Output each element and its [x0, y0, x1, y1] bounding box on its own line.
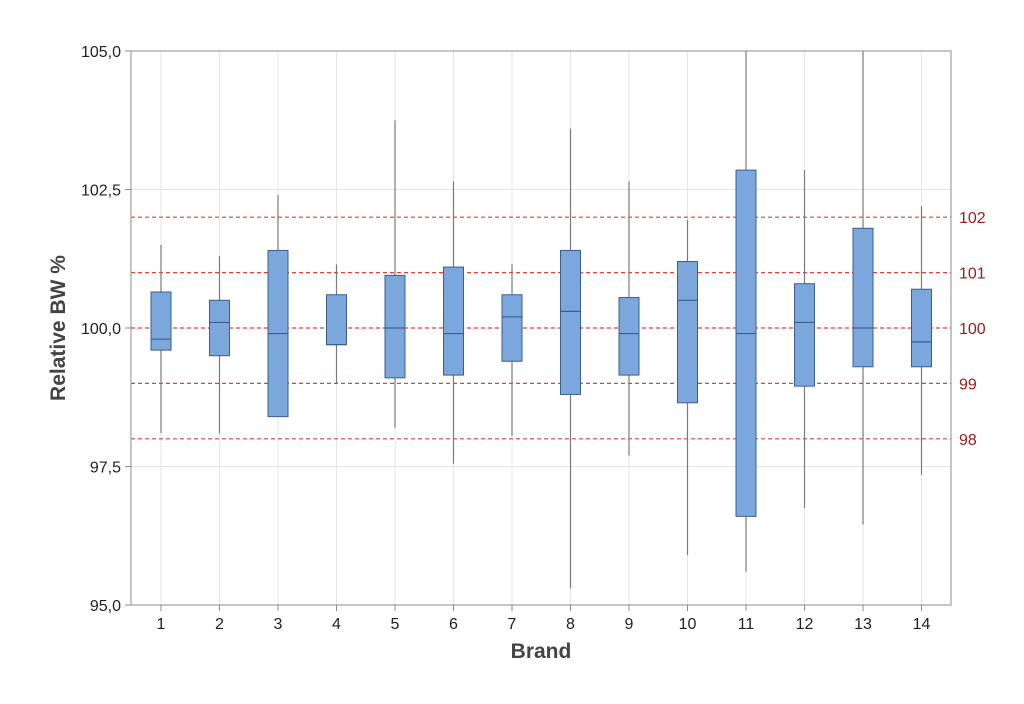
box-brand-11 [735, 51, 757, 572]
x-tick-label: 8 [566, 616, 575, 633]
reference-label-102: 102 [959, 210, 986, 227]
box-iqr [501, 294, 523, 362]
y-axis-title: Relative BW % [47, 255, 70, 401]
x-tick-label: 3 [274, 616, 283, 633]
x-tick-label: 1 [157, 616, 166, 633]
reference-label-99: 99 [959, 376, 977, 393]
x-tick-label: 2 [215, 616, 224, 633]
box-brand-10 [677, 219, 698, 556]
box-iqr [443, 266, 464, 376]
box-brand-2 [209, 255, 230, 434]
box-brand-1 [150, 244, 172, 434]
x-tick-label: 5 [391, 616, 400, 633]
box-brand-12 [794, 170, 815, 509]
box-brand-3 [267, 195, 289, 418]
boxes [150, 51, 932, 589]
box-iqr [911, 288, 932, 368]
box-iqr [150, 291, 172, 351]
x-tick-label: 10 [679, 616, 697, 633]
reference-label-100: 100 [959, 321, 986, 338]
reference-label-101: 101 [959, 266, 986, 283]
box-brand-7 [501, 264, 523, 437]
box-brand-14 [911, 206, 932, 475]
box-iqr [209, 299, 230, 357]
box-iqr [618, 297, 640, 376]
y-tick-label: 102,5 [81, 183, 121, 200]
box-brand-6 [443, 181, 464, 464]
box-iqr [735, 169, 757, 517]
box-iqr [677, 261, 698, 404]
y-tick-label: 105,0 [81, 44, 121, 61]
x-axis-title: Brand [511, 640, 572, 663]
x-tick-label: 4 [332, 616, 341, 633]
x-tick-label: 11 [738, 616, 755, 633]
x-tick-label: 12 [796, 616, 814, 633]
box-brand-9 [618, 181, 640, 456]
box-iqr [560, 249, 581, 395]
y-tick-label: 95,0 [90, 598, 121, 615]
box-brand-13 [852, 51, 874, 525]
reference-label-98: 98 [959, 432, 977, 449]
x-tick-label: 9 [625, 616, 634, 633]
box-brand-8 [560, 128, 581, 589]
box-iqr [794, 283, 815, 387]
x-tick-label: 6 [449, 616, 458, 633]
x-tick-label: 14 [913, 616, 931, 633]
y-tick-label: 97,5 [90, 460, 121, 477]
box-iqr [384, 274, 406, 379]
box-iqr [326, 294, 347, 346]
y-tick-label: 100,0 [81, 321, 121, 338]
box-brand-4 [326, 264, 347, 384]
box-iqr [852, 227, 874, 368]
x-tick-label: 7 [508, 616, 517, 633]
box-brand-5 [384, 120, 406, 428]
x-tick-label: 13 [854, 616, 872, 633]
